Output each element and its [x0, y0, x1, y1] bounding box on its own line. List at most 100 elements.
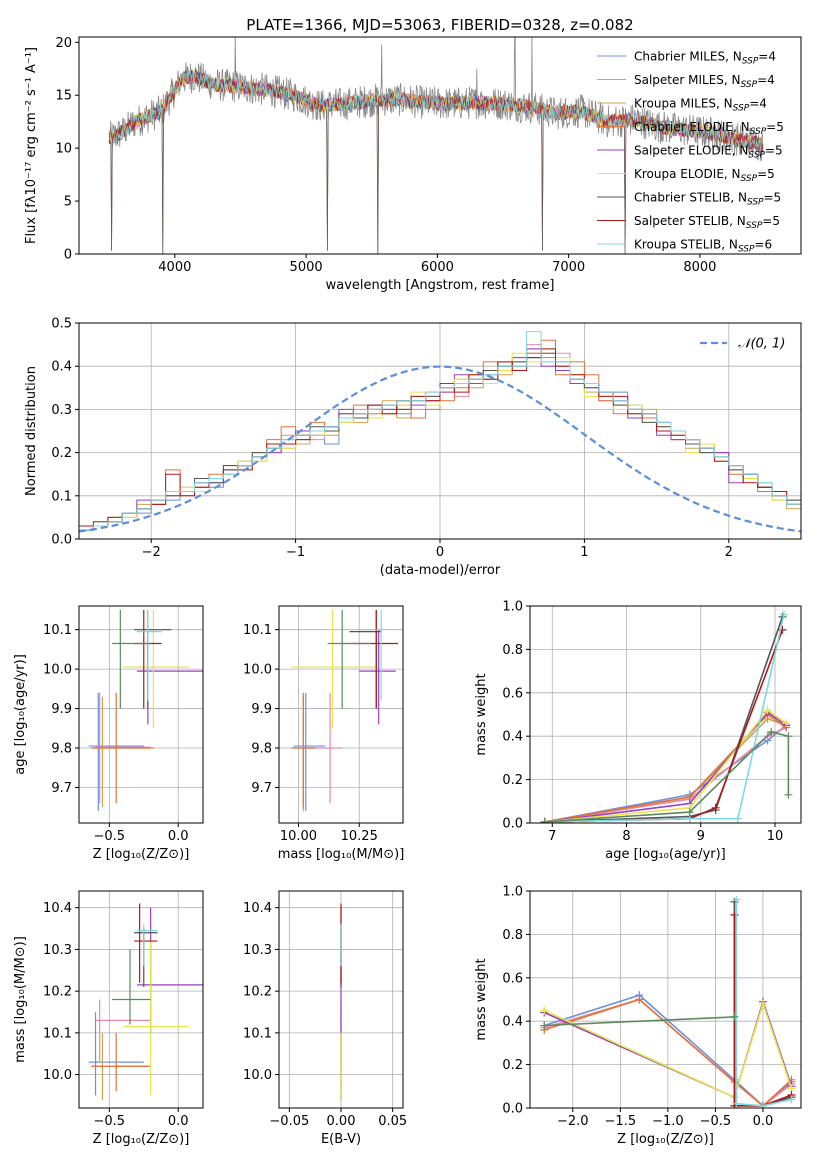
y-tick-label: 10.0 — [243, 663, 272, 678]
y-tick-label: 10.0 — [243, 1068, 272, 1083]
legend-label-tail: =6 — [754, 238, 772, 252]
x-tick-label: 9 — [697, 829, 705, 844]
y-axis-label: mass weight — [474, 958, 489, 1040]
x-tick-label: −2 — [142, 545, 161, 560]
x-tick-label: −0.5 — [94, 829, 126, 844]
histogram-step — [79, 348, 801, 527]
weight-line — [543, 1001, 793, 1099]
data-point — [136, 609, 162, 701]
weight-marker — [779, 610, 788, 619]
axes-frame — [78, 36, 802, 255]
y-tick-label: 0.0 — [51, 533, 72, 548]
legend-label-sub: SSP — [748, 151, 765, 161]
y-axis-label: Normed distribution — [24, 366, 39, 496]
legend-label: Kroupa MILES, NSSP=4 — [634, 97, 767, 114]
data-point — [136, 633, 203, 725]
y-tick-label: 0.6 — [502, 971, 523, 986]
legend-label-main: Kroupa STELIB, N — [634, 238, 738, 252]
mass-age-panel: 10.00 10.25 9.7 9.8 9.9 10.0 10.1 mass [log₁₀(M… — [243, 605, 404, 862]
plot-area — [291, 609, 399, 812]
y-tick-label: 10.2 — [43, 985, 72, 1000]
y-tick-label: 0.4 — [502, 1015, 523, 1030]
y-tick-label: 10.0 — [43, 1068, 72, 1083]
legend-label-tail: =4 — [749, 97, 767, 111]
weight-line — [544, 709, 787, 823]
legend-label-tail: =4 — [758, 50, 776, 64]
weight-marker — [730, 1012, 739, 1021]
y-tick-label: 9.8 — [251, 742, 272, 757]
y-tick-label: 10.4 — [43, 901, 72, 916]
y-tick-label: 10.1 — [243, 623, 272, 638]
legend-label: Salpeter MILES, NSSP=4 — [634, 73, 775, 90]
weight-marker — [635, 995, 644, 1004]
y-axis-label: mass [log₁₀(M/M⊙)] — [13, 936, 28, 1063]
x-axis-label: wavelength [Angstrom, rest frame] — [326, 278, 555, 293]
x-tick-label: 5000 — [290, 260, 323, 275]
weight-marker — [763, 706, 772, 715]
weight-line — [735, 899, 792, 1107]
legend-label: 𝒩(0, 1) — [738, 337, 785, 352]
weight-line — [733, 914, 792, 1107]
data-point — [361, 609, 384, 701]
y-tick-label: 0.2 — [51, 446, 72, 461]
data-point — [359, 629, 396, 725]
y-tick-label: 10.4 — [243, 901, 272, 916]
x-tick-label: −1.5 — [605, 1114, 637, 1129]
x-tick-label: −0.05 — [269, 1114, 309, 1129]
y-tick-label: 0.8 — [502, 928, 523, 943]
y-tick-label: 15 — [55, 89, 72, 104]
y-tick-label: 5 — [64, 195, 72, 210]
gaussian-curve — [79, 365, 801, 533]
data-point — [327, 609, 372, 709]
legend-label-main: Chabrier ELODIE, N — [634, 120, 750, 134]
grid — [79, 891, 203, 1108]
axes-frame — [529, 605, 802, 824]
weight-marker — [784, 732, 793, 741]
y-tick-label: 10.0 — [43, 663, 72, 678]
data-point — [134, 609, 172, 709]
age-weight-panel: 7 8 9 10 0.0 0.2 0.4 0.6 0.8 1.0 age [log₁₀(age/yr… — [474, 600, 802, 862]
y-tick-label: 10.3 — [243, 943, 272, 958]
legend-label-tail: =5 — [762, 214, 780, 228]
legend-label: Kroupa ELODIE, NSSP=5 — [634, 167, 775, 184]
y-tick-label: 9.7 — [251, 781, 272, 796]
x-tick-label: 0.00 — [327, 1114, 356, 1129]
weight-line — [544, 629, 784, 823]
y-axis-label: Flux [fλ10⁻¹⁷ erg cm⁻² s⁻¹ A⁻¹] — [24, 47, 39, 244]
data-point — [291, 692, 316, 808]
histogram-step — [79, 348, 801, 531]
weight-line — [544, 616, 784, 823]
weight-marker — [711, 803, 720, 812]
legend-label: Chabrier ELODIE, NSSP=5 — [634, 120, 784, 137]
weight-line — [544, 713, 787, 823]
plot-area — [79, 331, 801, 533]
histogram-step — [79, 352, 801, 531]
z-mass-panel: −0.5 0.0 10.0 10.1 10.2 10.3 10.4 Z [log₁₀(Z/Z⊙… — [13, 890, 204, 1147]
weight-marker — [732, 895, 741, 904]
plot-area — [88, 609, 203, 812]
y-tick-label: 10 — [55, 142, 72, 157]
y-tick-label: 10.3 — [43, 943, 72, 958]
y-tick-label: 0.3 — [51, 403, 72, 418]
weight-line — [544, 731, 790, 823]
residuals-panel: −2 −1 0 1 2 0.0 0.1 0.2 0.3 0.4 0.5 (data-model)/er… — [24, 317, 802, 578]
grid — [279, 606, 403, 823]
z-age-panel: −0.5 0.0 9.7 9.8 9.9 10.0 10.1 Z [log₁₀(Z/Z⊙)] a… — [13, 605, 204, 862]
legend-label-sub: SSP — [733, 104, 750, 114]
weight-marker — [730, 910, 739, 919]
data-point — [91, 1032, 151, 1092]
x-tick-label: 10 — [767, 829, 784, 844]
legend-label-tail: =5 — [757, 167, 775, 181]
y-axis-label: mass weight — [474, 673, 489, 755]
x-axis-label: Z [log₁₀(Z/Z⊙)] — [93, 847, 190, 862]
weight-line — [544, 724, 787, 823]
x-axis-label: Z [log₁₀(Z/Z⊙)] — [617, 1132, 714, 1147]
spectrum-panel: 4000 5000 6000 7000 8000 0 5 10 15 20 wavelength [… — [24, 36, 802, 293]
x-tick-label: 7 — [548, 829, 556, 844]
data-point — [112, 949, 151, 1025]
legend-label-main: Salpeter ELODIE, N — [634, 144, 748, 158]
legend-label-sub: SSP — [747, 198, 764, 208]
data-point — [92, 696, 148, 808]
